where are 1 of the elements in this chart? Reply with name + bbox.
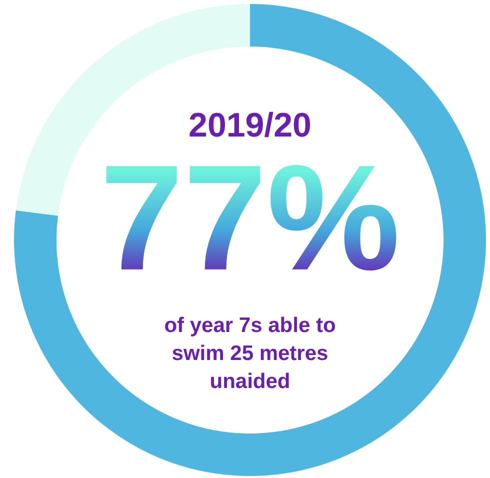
text: of year 7s able to swim 25 metres unaided	[164, 314, 336, 393]
